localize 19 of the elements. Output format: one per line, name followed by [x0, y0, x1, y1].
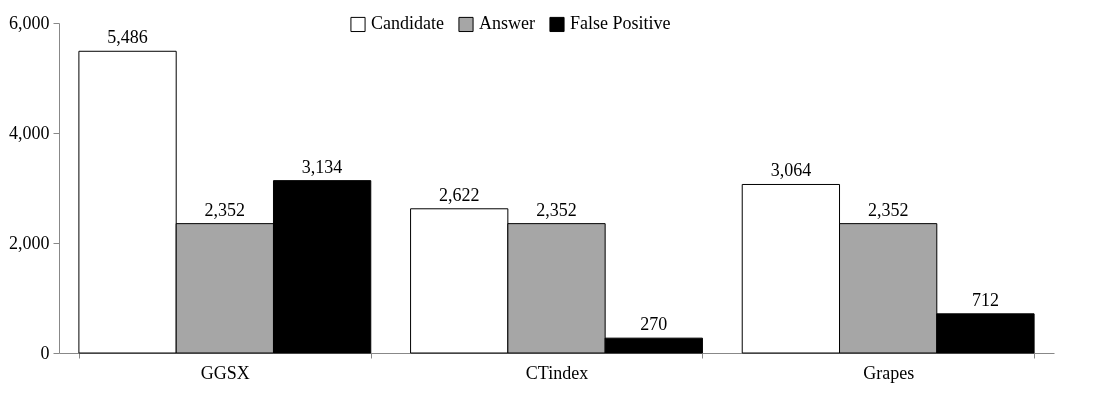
y-tick-label: 4,000 [9, 122, 50, 143]
data-label: 270 [640, 314, 668, 335]
data-label: 2,352 [536, 199, 577, 220]
data-label: 2,352 [204, 199, 246, 220]
legend-label: Answer [479, 13, 535, 34]
data-label: 2,622 [438, 184, 480, 205]
legend-label: Candidate [371, 13, 444, 34]
data-label: 712 [971, 289, 999, 310]
y-tick-label: 6,000 [9, 12, 50, 33]
data-label: 3,134 [301, 156, 343, 177]
data-label: 3,064 [770, 160, 812, 181]
data-label: 5,486 [107, 27, 148, 48]
legend-label: False Positive [570, 13, 671, 34]
x-tick-label: GGSX [200, 362, 250, 383]
x-tick-label: CTindex [525, 362, 589, 383]
y-tick-label: 2,000 [9, 232, 50, 253]
x-tick-label: Grapes [863, 362, 915, 383]
y-tick-label: 0 [40, 342, 50, 363]
data-label: 2,352 [867, 199, 909, 220]
